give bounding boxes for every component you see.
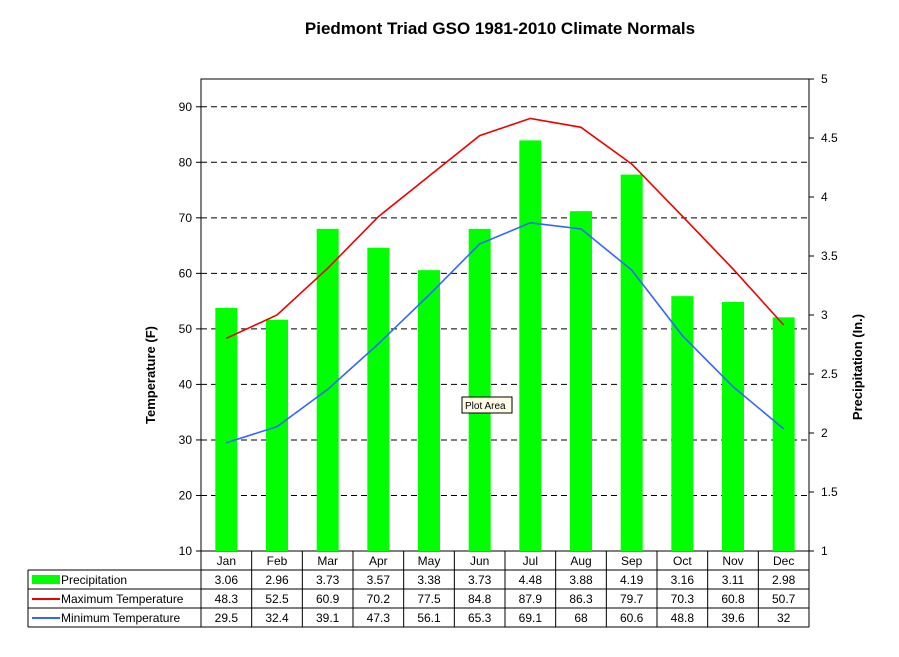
data-table: Jan Feb Mar Apr May Jun Jul Aug Sep Oct Nov Dec Prec… bbox=[27, 551, 810, 628]
grid-lines bbox=[201, 106, 809, 496]
table-cell: 3.73 bbox=[468, 573, 492, 587]
table-cell: 70.3 bbox=[671, 592, 695, 606]
table-cell: 56.1 bbox=[417, 611, 441, 625]
table-cell: 47.3 bbox=[367, 611, 391, 625]
plot-area-tooltip: Plot Area bbox=[461, 396, 513, 414]
category-label: Apr bbox=[369, 554, 388, 568]
table-cell: 3.11 bbox=[722, 573, 745, 587]
left-tick-label: 30 bbox=[179, 433, 193, 447]
table-cell: 32.4 bbox=[265, 611, 289, 625]
table-cell: 79.7 bbox=[620, 592, 644, 606]
category-label: Jan bbox=[217, 554, 236, 568]
precipitation-bar bbox=[266, 319, 288, 551]
category-label: Mar bbox=[317, 554, 338, 568]
right-tick-label: 1 bbox=[821, 544, 828, 558]
right-tick-label: 3.5 bbox=[821, 249, 838, 263]
table-cell: 84.8 bbox=[468, 592, 492, 606]
right-tick-label: 2 bbox=[821, 426, 828, 440]
category-label: Feb bbox=[267, 554, 288, 568]
table-cell: 70.2 bbox=[367, 592, 391, 606]
precipitation-bars bbox=[215, 140, 795, 552]
category-label: Nov bbox=[722, 554, 743, 568]
table-cell: 48.3 bbox=[215, 592, 239, 606]
series-name: Precipitation bbox=[61, 573, 127, 587]
legend-key-precipitation bbox=[32, 575, 60, 584]
table-cell: 60.6 bbox=[620, 611, 644, 625]
table-cell: 2.96 bbox=[265, 573, 289, 587]
left-tick-label: 50 bbox=[179, 322, 193, 336]
left-tick-label: 80 bbox=[179, 155, 193, 169]
table-cell: 4.48 bbox=[519, 573, 543, 587]
precipitation-bar bbox=[570, 211, 592, 551]
precipitation-bar bbox=[367, 247, 390, 552]
table-cell: 52.5 bbox=[265, 592, 289, 606]
right-axis: 1 1.5 2 2.5 3 3.5 4 4.5 5 bbox=[809, 72, 838, 558]
table-cell: 77.5 bbox=[417, 592, 441, 606]
precipitation-bar bbox=[671, 296, 694, 551]
table-cell: 3.57 bbox=[367, 573, 391, 587]
category-label: Dec bbox=[773, 554, 794, 568]
left-axis-label: Temperature (F) bbox=[143, 326, 158, 424]
chart-title: Piedmont Triad GSO 1981-2010 Climate Nor… bbox=[305, 19, 695, 38]
table-cell: 60.9 bbox=[316, 592, 340, 606]
table-cell: 3.88 bbox=[569, 573, 593, 587]
table-cell: 50.7 bbox=[772, 592, 796, 606]
table-cell: 69.1 bbox=[519, 611, 543, 625]
table-cell: 3.16 bbox=[671, 573, 695, 587]
table-cell: 60.8 bbox=[721, 592, 745, 606]
precipitation-bar bbox=[468, 228, 491, 552]
maximum-temperature-line bbox=[225, 117, 785, 340]
left-tick-label: 10 bbox=[179, 544, 193, 558]
table-cell: 87.9 bbox=[519, 592, 543, 606]
precipitation-bar bbox=[620, 174, 643, 551]
category-label: Sep bbox=[621, 554, 643, 568]
right-tick-label: 4 bbox=[821, 190, 828, 204]
table-cell: 32 bbox=[777, 611, 791, 625]
left-tick-label: 70 bbox=[179, 211, 193, 225]
table-cell: 2.98 bbox=[772, 573, 796, 587]
category-label: Aug bbox=[570, 554, 591, 568]
left-tick-label: 90 bbox=[179, 100, 193, 114]
table-cell: 3.73 bbox=[316, 573, 340, 587]
right-tick-label: 3 bbox=[821, 308, 828, 322]
left-tick-label: 40 bbox=[179, 377, 193, 391]
precipitation-bar bbox=[215, 307, 238, 551]
table-cell: 86.3 bbox=[569, 592, 593, 606]
precipitation-bar bbox=[772, 317, 795, 551]
category-label: May bbox=[418, 554, 441, 568]
temperature-lines bbox=[225, 117, 785, 444]
table-cell: 29.5 bbox=[215, 611, 239, 625]
right-axis-label: Precipitation (In.) bbox=[850, 314, 865, 420]
table-cell: 3.06 bbox=[215, 573, 239, 587]
precipitation-bar bbox=[722, 302, 744, 551]
table-cell: 3.38 bbox=[417, 573, 441, 587]
category-label: Jun bbox=[470, 554, 489, 568]
precipitation-bar bbox=[519, 140, 542, 552]
tooltip-text: Plot Area bbox=[465, 401, 506, 412]
left-tick-label: 20 bbox=[179, 488, 193, 502]
series-name: Minimum Temperature bbox=[61, 611, 180, 625]
table-cell: 68 bbox=[574, 611, 588, 625]
table-cell: 39.1 bbox=[316, 611, 340, 625]
right-tick-label: 4.5 bbox=[821, 131, 838, 145]
table-cell: 48.8 bbox=[671, 611, 695, 625]
table-cell: 65.3 bbox=[468, 611, 492, 625]
table-cell: 39.6 bbox=[721, 611, 745, 625]
left-tick-label: 60 bbox=[179, 266, 193, 280]
minimum-temperature-line bbox=[226, 222, 785, 444]
right-tick-label: 1.5 bbox=[821, 485, 838, 499]
left-axis: 10 20 30 40 50 60 70 80 90 bbox=[179, 100, 201, 558]
category-label: Oct bbox=[673, 554, 692, 568]
precipitation-bar bbox=[418, 270, 440, 551]
plot-area[interactable] bbox=[200, 78, 810, 552]
table-cell: 4.19 bbox=[620, 573, 644, 587]
category-label: Jul bbox=[523, 554, 538, 568]
series-name: Maximum Temperature bbox=[61, 592, 184, 606]
right-tick-label: 5 bbox=[821, 72, 828, 86]
right-tick-label: 2.5 bbox=[821, 367, 838, 381]
